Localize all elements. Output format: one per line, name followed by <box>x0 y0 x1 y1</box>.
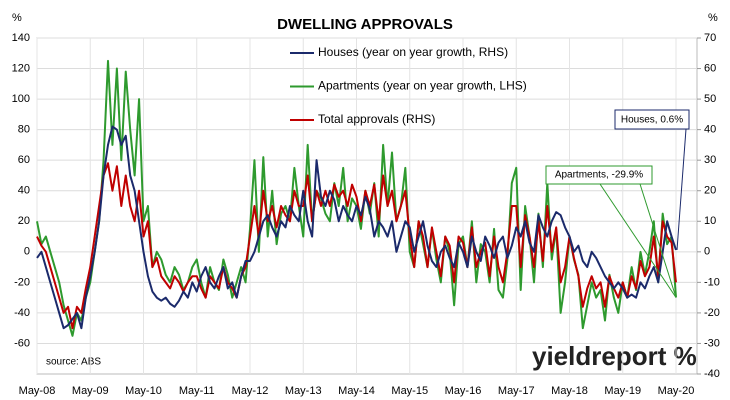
y-tick-label: -20 <box>14 276 30 288</box>
annotation-arrow <box>639 183 677 298</box>
legend-label: Apartments (year on year growth, LHS) <box>318 79 527 93</box>
y2-tick-label: 0 <box>704 246 710 258</box>
x-tick-label: May-14 <box>338 385 375 397</box>
source: source: ABS <box>46 357 101 368</box>
y2-tick-label: -30 <box>704 337 720 349</box>
y-tick-label: -40 <box>14 307 30 319</box>
y2-tick-label: 20 <box>704 185 716 197</box>
y2-tick-label: 70 <box>704 32 716 44</box>
x-tick-label: May-13 <box>285 385 322 397</box>
y2-tick-label: -40 <box>704 368 720 380</box>
logo: yieldreport % <box>532 341 697 371</box>
x-tick-label: May-10 <box>125 385 162 397</box>
annotation: Houses, 0.6% <box>621 115 683 126</box>
y2-tick-label: 10 <box>704 215 716 227</box>
y-tick-label: -60 <box>14 337 30 349</box>
y-tick-label: 40 <box>18 185 30 197</box>
y-axis-label: % <box>12 12 22 24</box>
x-tick-label: May-18 <box>551 385 588 397</box>
y-tick-label: 20 <box>18 215 30 227</box>
y2-tick-label: 30 <box>704 154 716 166</box>
x-tick-label: May-09 <box>72 385 109 397</box>
y2-tick-label: 40 <box>704 124 716 136</box>
annotation-arrow <box>599 183 677 298</box>
x-tick-label: May-12 <box>232 385 269 397</box>
y2-tick-label: -20 <box>704 307 720 319</box>
y-tick-label: 60 <box>18 154 30 166</box>
x-tick-label: May-11 <box>179 385 215 397</box>
y2-tick-label: 50 <box>704 93 716 105</box>
x-tick-label: May-19 <box>604 385 641 397</box>
annotation-arrow <box>676 128 687 251</box>
x-tick-label: May-16 <box>445 385 482 397</box>
y2-axis-label: % <box>708 12 718 24</box>
legend-label: Houses (year on year growth, RHS) <box>318 45 508 59</box>
y-tick-label: 100 <box>12 93 30 105</box>
annotation-box <box>545 165 653 185</box>
x-tick-label: May-20 <box>658 385 695 397</box>
y2-tick-label: 60 <box>704 62 716 74</box>
annotation: Apartments, -29.9% <box>555 170 643 181</box>
series-line <box>36 125 677 330</box>
y2-tick-label: -10 <box>704 276 720 288</box>
y-tick-label: 120 <box>12 62 30 74</box>
y-tick-label: 80 <box>18 124 30 136</box>
y-tick-label: 0 <box>24 246 30 258</box>
chart-title: DWELLING APPROVALS <box>277 16 453 33</box>
y-tick-label: 140 <box>12 32 30 44</box>
x-tick-label: May-08 <box>19 385 56 397</box>
annotation-box <box>614 109 690 130</box>
x-tick-label: May-17 <box>498 385 535 397</box>
legend-label: Total approvals (RHS) <box>318 112 435 126</box>
x-tick-label: May-15 <box>391 385 428 397</box>
